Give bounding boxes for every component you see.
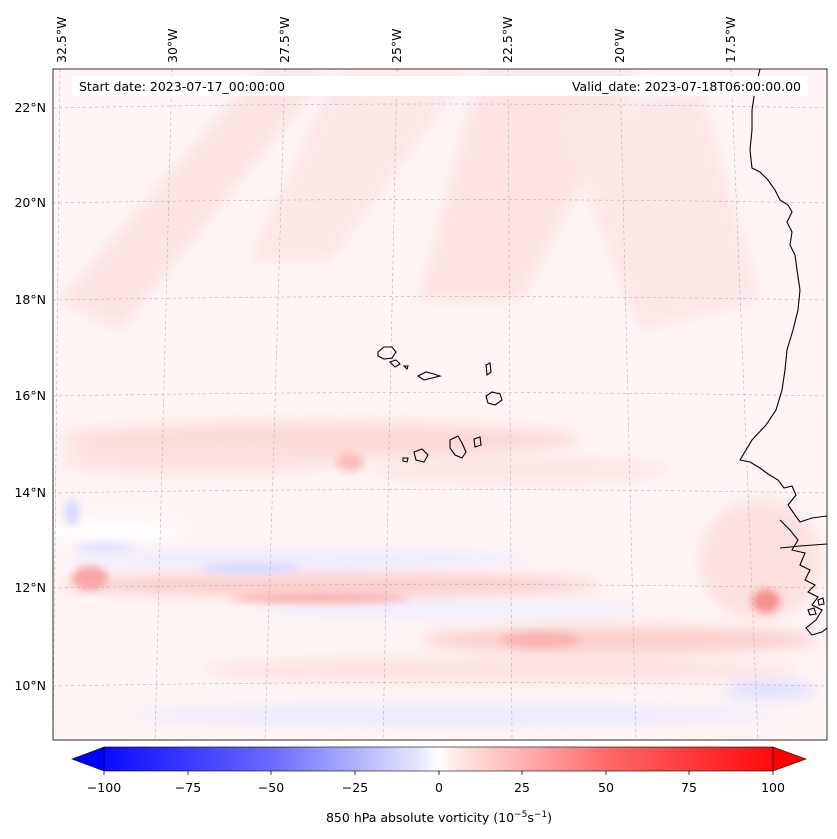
longitude-labels: 32.5°W 30°W 27.5°W 25°W 22.5°W 20°W 17.5… [54,17,738,63]
valid-date-label: Valid_date: 2023-07-18T06:00:00.00 [572,79,801,94]
latitude-labels: 22°N 20°N 18°N 16°N 14°N 12°N 10°N [14,100,46,693]
colorbar-ticks [103,771,774,775]
colorbar-tick-label: 0 [435,780,443,795]
colorbar-tick-label: 100 [761,780,785,795]
colorbar: −100 −75 −50 −25 0 25 50 75 100 850 hPa … [71,746,807,825]
map-frame [52,68,828,741]
lon-label-27-5w: 27.5°W [277,17,292,63]
bissagos-islands [807,597,825,616]
lon-label-20w: 20°W [612,28,627,63]
colorbar-title: 850 hPa absolute vorticity (10−5s−1) [326,810,552,825]
cape-verde-boa-vista [485,391,503,406]
lon-label-25w: 25°W [389,28,404,63]
colorbar-tick-label: 25 [514,780,530,795]
coastlines [377,69,827,636]
lon-label-30w: 30°W [165,28,180,63]
colorbar-tick-label: −25 [342,780,368,795]
lat-label-14n: 14°N [14,485,46,500]
colorbar-tick-label: −50 [258,780,284,795]
colorbar-tick-label: 75 [681,780,697,795]
colorbar-extend-low [71,746,105,772]
gambia-river [779,543,827,549]
colorbar-tick-label: −75 [175,780,201,795]
africa-coastline-south [779,519,827,636]
info-box [72,76,808,96]
cape-verde-santa-luzia [402,365,409,371]
lat-label-18n: 18°N [14,292,46,307]
lon-label-22-5w: 22.5°W [500,17,515,63]
lon-label-17-5w: 17.5°W [723,17,738,63]
cape-verde-santo-antao [377,346,397,360]
lat-label-12n: 12°N [14,580,46,595]
colorbar-tick-label: 50 [598,780,614,795]
lat-label-20n: 20°N [14,195,46,210]
lat-label-16n: 16°N [14,388,46,403]
cape-verde-maio [473,436,482,448]
colorbar-extend-high [772,746,807,772]
cape-verde-sal [485,362,492,377]
cape-verde-santiago [449,435,467,459]
lat-label-10n: 10°N [14,678,46,693]
colorbar-gradient [103,746,774,772]
start-date-label: Start date: 2023-07-17_00:00:00 [79,79,285,94]
lon-label-32-5w: 32.5°W [54,17,69,63]
africa-coastline-north [739,69,827,523]
lat-label-22n: 22°N [14,100,46,115]
cape-verde-fogo [413,448,429,463]
cape-verde-brava [402,457,409,463]
map-gridlines [53,69,827,740]
vorticity-field [53,69,827,740]
cape-verde-sao-vicente [388,359,401,368]
colorbar-tick-label: −100 [87,780,121,795]
cape-verde-sao-nicolau [416,371,442,381]
